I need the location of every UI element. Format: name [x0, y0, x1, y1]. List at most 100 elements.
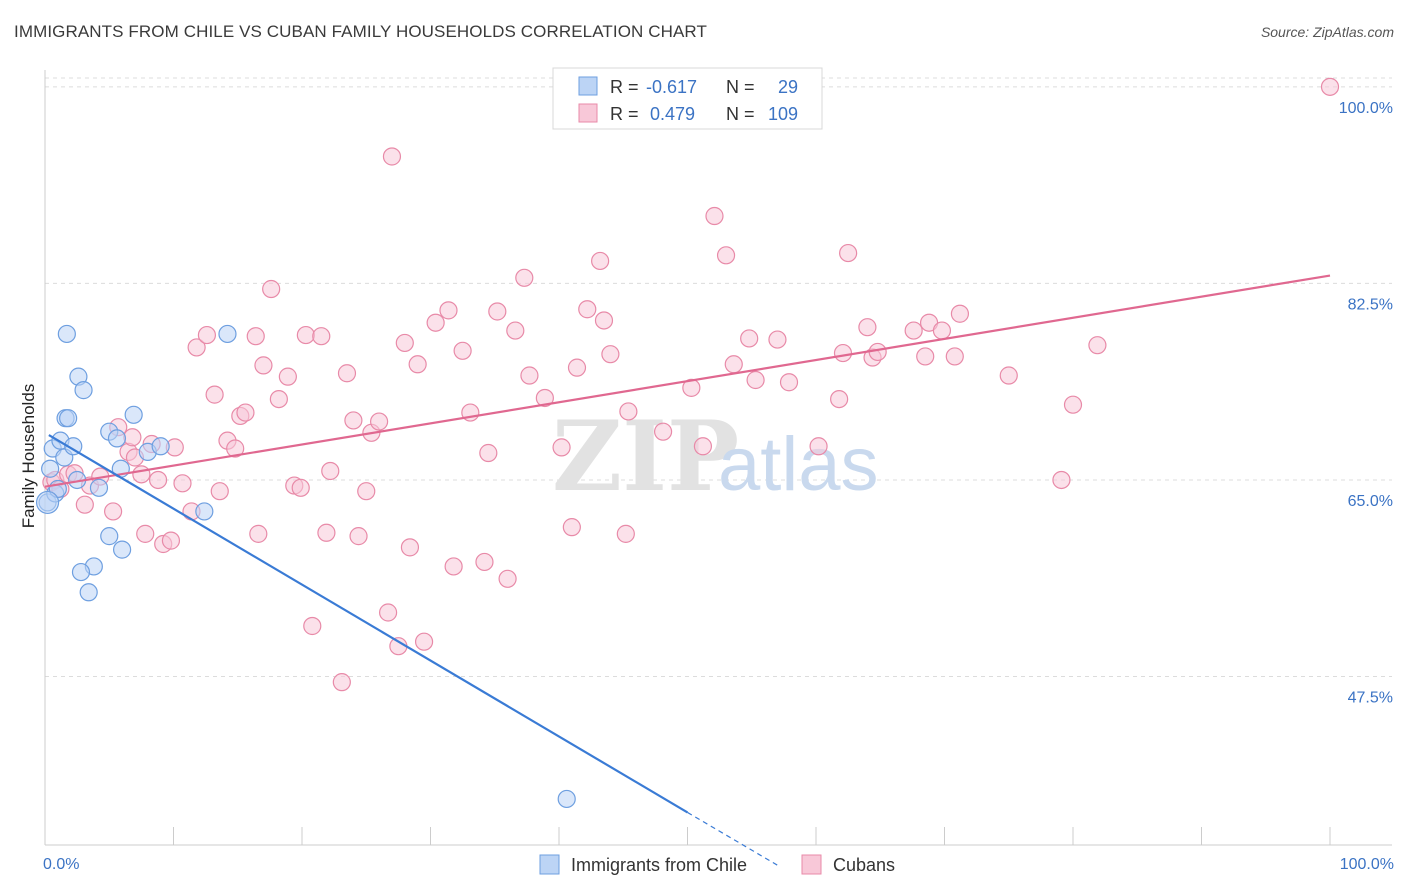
cubans-point: [682, 378, 701, 397]
cubans-point: [408, 355, 427, 374]
cubans-point: [809, 437, 828, 456]
chile-point: [41, 459, 60, 478]
cubans-point: [414, 632, 434, 651]
cubans-point: [269, 389, 288, 409]
cubans-point: [400, 538, 420, 557]
cubans-point: [148, 470, 168, 490]
cubans-point: [475, 552, 494, 572]
cubans-point: [716, 246, 736, 265]
cubans-point: [552, 438, 571, 457]
chile-point: [35, 490, 60, 515]
cubans-point: [205, 385, 224, 404]
cubans-point: [337, 364, 357, 383]
legend-n-label-cubans: N =: [726, 104, 755, 124]
watermark: ZIP atlas: [552, 400, 879, 513]
cubans-point: [833, 343, 853, 363]
chile-point: [71, 562, 91, 582]
cubans-point: [321, 461, 340, 481]
cubans-point: [839, 243, 858, 263]
x-tick-label: 0.0%: [43, 856, 79, 873]
chile-point: [107, 429, 127, 448]
cubans-point: [136, 524, 155, 543]
legend-r-value-cubans: 0.479: [650, 104, 695, 124]
cubans-point: [1052, 470, 1071, 490]
cubans-point: [104, 502, 123, 521]
cubans-point: [254, 356, 273, 375]
chile-trend-line: [48, 434, 689, 814]
cubans-point: [498, 569, 517, 588]
cubans-point: [210, 482, 229, 501]
cubans-point: [506, 321, 525, 340]
chile-point: [59, 409, 78, 428]
cubans-point: [349, 527, 368, 546]
watermark-zip: ZIP: [552, 400, 739, 513]
legend-swatch-chile: [578, 76, 598, 96]
legend-box: R = -0.617 N = 29 R = 0.479 N = 109: [552, 67, 823, 130]
cubans-point: [515, 268, 534, 287]
cubans-point: [562, 518, 581, 537]
cubans-point: [382, 147, 402, 166]
cubans-point: [1088, 336, 1107, 355]
grid-layer: [45, 77, 1392, 678]
tick-labels: 100.0% 82.5% 65.0% 47.5% 0.0% 100.0%: [43, 100, 1394, 873]
chile-point: [124, 405, 143, 424]
cubans-point: [444, 557, 463, 576]
cubans-point: [303, 616, 322, 636]
cubans-point: [724, 355, 743, 374]
cubans-point: [520, 366, 539, 385]
chart-title: IMMIGRANTS FROM CHILE VS CUBAN FAMILY HO…: [14, 22, 707, 41]
cubans-point: [488, 302, 507, 321]
cubans-point: [123, 428, 142, 447]
y-tick-label: 82.5%: [1348, 296, 1393, 313]
cubans-point: [594, 311, 614, 330]
cubans-point: [439, 301, 458, 320]
cubans-point: [904, 321, 923, 340]
cubans-point: [535, 388, 554, 408]
cubans-point: [173, 474, 192, 493]
cubans-point: [426, 313, 445, 332]
cubans-point: [453, 341, 472, 360]
cubans-point: [357, 482, 376, 501]
cubans-point: [370, 412, 389, 431]
chile-point: [557, 789, 576, 809]
bottom-legend: Immigrants from Chile Cubans: [539, 854, 895, 875]
cubans-point: [395, 333, 414, 353]
x-tick-label: 100.0%: [1340, 856, 1394, 873]
chile-point: [89, 478, 109, 497]
cubans-point: [779, 373, 799, 392]
cubans-point: [619, 402, 638, 421]
y-axis-title: Family Households: [19, 384, 38, 529]
legend-r-value-chile: -0.617: [646, 77, 697, 97]
chile-point: [79, 583, 98, 602]
chile-point: [100, 527, 119, 546]
y-tick-label: 47.5%: [1348, 690, 1393, 707]
cubans-trend-line: [44, 274, 1331, 488]
cubans-point: [132, 465, 151, 484]
cubans-point: [278, 367, 297, 386]
cubans-point: [858, 318, 877, 337]
cubans-point: [945, 347, 964, 366]
cubans-point: [578, 300, 597, 319]
cubans-point: [161, 531, 181, 550]
cubans-point: [226, 439, 245, 458]
chile-point: [57, 324, 76, 344]
cubans-point: [236, 403, 255, 422]
axes-layer: [44, 70, 1392, 846]
cubans-point: [249, 524, 268, 543]
cubans-point: [705, 206, 724, 226]
cubans-point: [601, 345, 620, 364]
cubans-point: [296, 325, 315, 345]
cubans-point: [1063, 395, 1083, 414]
cubans-point: [187, 338, 206, 357]
legend-n-value-cubans: 109: [768, 104, 798, 124]
chile-point: [151, 437, 170, 456]
cubans-point: [312, 327, 331, 346]
legend-n-value-chile: 29: [778, 77, 798, 97]
chile-point: [218, 324, 237, 344]
bottom-legend-label-chile: Immigrants from Chile: [571, 855, 747, 875]
points-layer: [35, 77, 1340, 809]
cubans-point: [932, 321, 952, 340]
cubans-point: [197, 325, 217, 345]
cubans-point: [344, 411, 363, 430]
chile-point: [112, 540, 132, 559]
